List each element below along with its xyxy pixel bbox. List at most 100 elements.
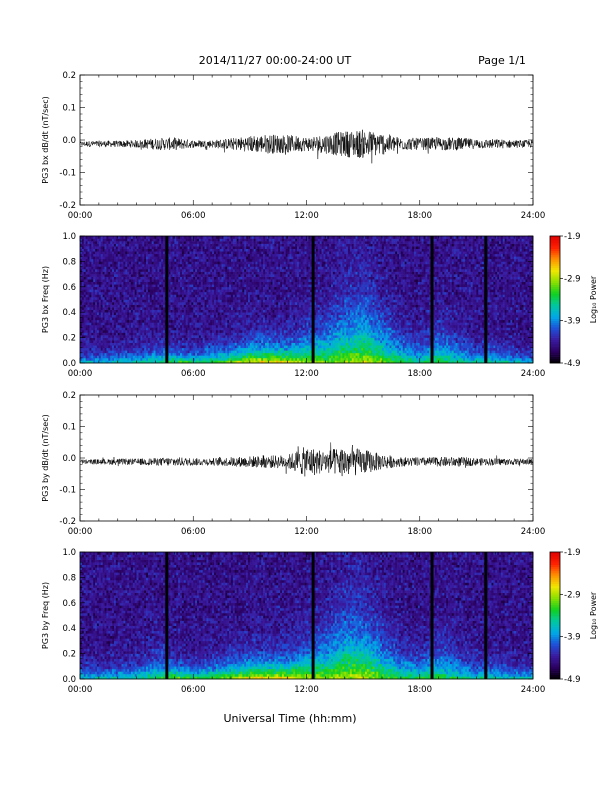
spectrogram-cell xyxy=(129,276,132,280)
spectrogram-cell xyxy=(151,340,154,343)
spectrogram-cell xyxy=(198,360,202,364)
spectrogram-cell xyxy=(181,296,185,300)
spectrogram-cell xyxy=(157,350,160,354)
spectrogram-cell xyxy=(149,238,153,242)
spectrogram-cell xyxy=(163,236,166,239)
spectrogram-cell xyxy=(136,347,139,351)
spectrogram-cell xyxy=(193,271,196,275)
spectrogram-cell xyxy=(176,236,179,239)
spectrogram-cell xyxy=(187,238,190,242)
spectrogram-cell xyxy=(198,291,202,295)
spectrogram-cell xyxy=(89,271,92,275)
spectrogram-cell xyxy=(117,340,120,343)
spectrogram-cell xyxy=(176,360,179,364)
spectrogram-cell xyxy=(229,281,232,285)
spectrogram-cell xyxy=(163,289,166,293)
spectrogram-cell xyxy=(153,345,156,349)
spectrogram-cell xyxy=(108,335,111,338)
spectrogram-cell xyxy=(240,342,243,346)
spectrogram-cell xyxy=(100,296,103,300)
spectrogram-cell xyxy=(161,322,164,326)
spectrogram-cell xyxy=(123,340,126,343)
spectrogram-cell xyxy=(80,347,83,351)
spectrogram-cell xyxy=(208,266,211,270)
spectrogram-cell xyxy=(219,263,222,267)
spectrogram-cell xyxy=(130,274,134,277)
spectrogram-cell xyxy=(240,350,243,354)
spectrogram-cell xyxy=(227,312,230,316)
spectrogram-cell xyxy=(161,294,164,298)
spectrogram-cell xyxy=(117,294,120,298)
spectrogram-cell xyxy=(123,284,126,288)
spectrogram-cell xyxy=(231,332,234,336)
spectrogram-cell xyxy=(251,342,254,346)
spectrogram-cell xyxy=(247,317,251,321)
spectrogram-cell xyxy=(217,352,220,356)
spectrogram-cell xyxy=(125,327,128,331)
spectrogram-cell xyxy=(170,291,173,295)
spectrogram-cell xyxy=(83,309,86,313)
spectrogram-cell xyxy=(193,309,196,313)
spectrogram-cell xyxy=(215,238,219,242)
spectrogram-cell xyxy=(123,253,126,257)
spectrogram-cell xyxy=(142,322,145,326)
spectrogram-cell xyxy=(110,304,113,308)
spectrogram-cell xyxy=(129,251,132,255)
spectrogram-cell xyxy=(193,335,196,338)
spectrogram-cell xyxy=(244,274,247,277)
spectrogram-cell xyxy=(157,322,160,326)
spectrogram-cell xyxy=(144,314,147,318)
spectrogram-cell xyxy=(174,324,177,328)
spectrogram-cell xyxy=(144,281,147,285)
spectrogram-cell xyxy=(202,332,205,336)
spectrogram-cell xyxy=(255,322,258,326)
spectrogram-cell xyxy=(244,258,247,262)
spectrogram-cell xyxy=(147,248,151,252)
spectrogram-cell xyxy=(113,294,117,298)
spectrogram-cell xyxy=(96,256,100,260)
spectrogram-cell xyxy=(113,269,117,272)
spectrogram-cell xyxy=(100,258,103,262)
spectrogram-cell xyxy=(255,284,258,288)
spectrogram-cell xyxy=(102,355,105,359)
spectrogram-cell xyxy=(185,256,188,260)
spectrogram-cell xyxy=(96,284,100,288)
spectrogram-cell xyxy=(240,319,243,323)
spectrogram-cell xyxy=(204,324,207,328)
spectrogram-cell xyxy=(257,256,260,260)
spectrogram-cell xyxy=(215,251,219,255)
spectrogram-cell xyxy=(178,253,181,257)
spectrogram-cell xyxy=(223,347,226,351)
spectrogram-cell xyxy=(104,271,107,275)
spectrogram-cell xyxy=(253,256,256,260)
spectrogram-cell xyxy=(219,266,222,270)
spectrogram-cell xyxy=(227,253,230,257)
spectrogram-cell xyxy=(95,258,98,262)
spectrogram-cell xyxy=(91,329,94,333)
spectrogram-cell xyxy=(200,243,203,247)
spectrogram-cell xyxy=(115,345,119,349)
spectrogram-cell xyxy=(181,253,185,257)
spectrogram-cell xyxy=(244,342,247,346)
spectrogram-cell xyxy=(231,269,234,272)
spectrogram-cell xyxy=(87,253,90,257)
spectrogram-cell xyxy=(119,241,122,244)
spectrogram-cell xyxy=(240,309,243,313)
spectrogram-cell xyxy=(212,256,215,260)
spectrogram-cell xyxy=(93,241,96,244)
spectrogram-cell xyxy=(221,269,224,272)
spectrogram-cell xyxy=(119,236,122,239)
spectrogram-cell xyxy=(157,261,160,265)
spectrogram-cell xyxy=(119,251,122,255)
spectrogram-cell xyxy=(138,327,141,331)
spectrogram-cell xyxy=(125,329,128,333)
spectrogram-cell xyxy=(113,332,117,336)
spectrogram-cell xyxy=(106,327,109,331)
spectrogram-cell xyxy=(144,355,147,359)
spectrogram-cell xyxy=(134,327,137,331)
spectrogram-cell xyxy=(253,266,256,270)
spectrogram-cell xyxy=(95,317,98,321)
spectrogram-cell xyxy=(200,238,203,242)
spectrogram-cell xyxy=(261,317,264,321)
spectrogram-cell xyxy=(132,241,136,244)
